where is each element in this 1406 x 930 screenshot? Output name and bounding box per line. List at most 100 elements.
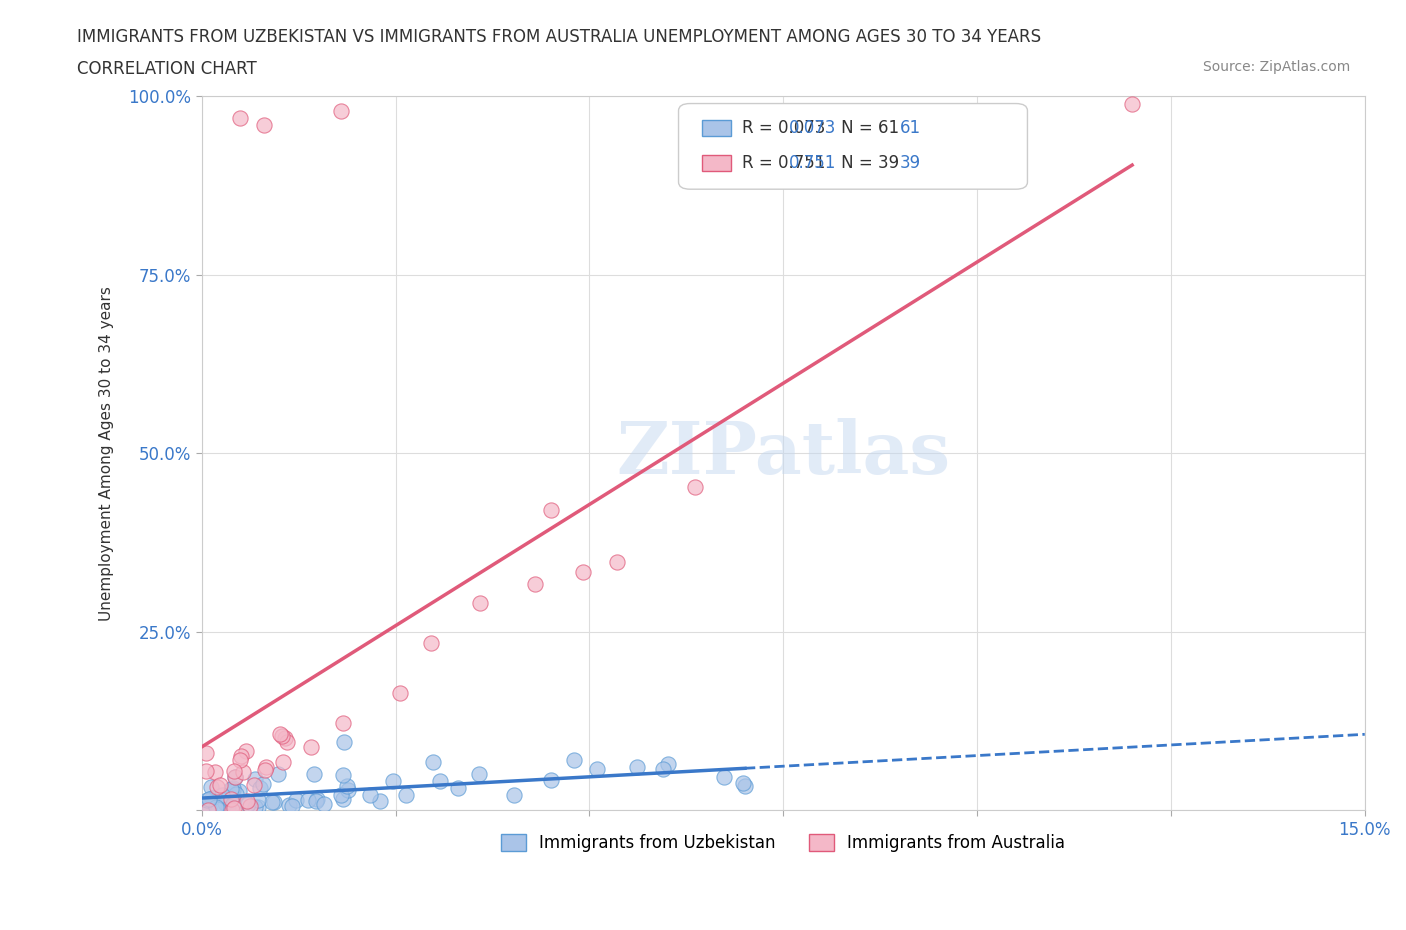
Point (734, 778, 756, 793)
Point (195, 792, 218, 807)
Point (222, 783, 245, 798)
Point (305, 791, 328, 806)
Point (222, 780, 245, 795)
Point (252, 777, 274, 791)
Point (217, 800, 239, 815)
Point (224, 769, 246, 784)
Point (219, 791, 242, 806)
Text: R = 0.751   N = 39: R = 0.751 N = 39 (742, 154, 900, 172)
Point (232, 764, 254, 779)
Point (429, 774, 451, 789)
Point (657, 757, 679, 772)
Point (235, 744, 257, 759)
Point (572, 565, 595, 579)
Text: 39: 39 (900, 154, 921, 172)
Point (194, 800, 217, 815)
Point (333, 735, 356, 750)
Point (236, 797, 259, 812)
Point (229, 749, 252, 764)
Point (276, 735, 298, 750)
Text: ZIPatlas: ZIPatlas (616, 418, 950, 489)
Point (329, 788, 352, 803)
Point (270, 729, 292, 744)
Point (243, 777, 266, 792)
Point (214, 796, 236, 811)
Point (219, 781, 242, 796)
Point (224, 769, 246, 784)
Point (271, 755, 294, 770)
Point (239, 798, 262, 813)
Point (359, 788, 381, 803)
Point (370, 793, 392, 808)
Text: R = 0.073   N = 61: R = 0.073 N = 61 (742, 119, 900, 137)
Point (208, 777, 231, 792)
Point (447, 781, 470, 796)
Point (245, 800, 267, 815)
Point (685, 480, 707, 495)
Text: CORRELATION CHART: CORRELATION CHART (77, 60, 257, 78)
Point (197, 802, 219, 817)
Point (198, 801, 221, 816)
Text: 0.073: 0.073 (789, 119, 837, 137)
Text: 61: 61 (900, 119, 921, 137)
Point (205, 779, 228, 794)
Point (194, 764, 217, 778)
Point (314, 796, 336, 811)
Point (502, 788, 524, 803)
Point (269, 726, 291, 741)
Point (198, 791, 221, 806)
Point (246, 799, 269, 814)
Point (1121, 96, 1143, 111)
Point (332, 715, 354, 730)
Point (225, 787, 247, 802)
Point (523, 577, 546, 591)
Point (562, 752, 585, 767)
Point (274, 730, 297, 745)
Point (336, 778, 359, 793)
Point (267, 767, 290, 782)
Point (297, 792, 319, 807)
FancyBboxPatch shape (702, 120, 731, 136)
Point (733, 776, 755, 790)
Point (195, 746, 218, 761)
Point (280, 798, 302, 813)
Point (651, 761, 673, 776)
Point (278, 797, 301, 812)
Text: IMMIGRANTS FROM UZBEKISTAN VS IMMIGRANTS FROM AUSTRALIA UNEMPLOYMENT AMONG AGES : IMMIGRANTS FROM UZBEKISTAN VS IMMIGRANTS… (77, 28, 1042, 46)
Point (540, 503, 562, 518)
Point (211, 788, 233, 803)
Point (626, 760, 648, 775)
Point (262, 794, 284, 809)
Point (222, 801, 245, 816)
Point (228, 784, 250, 799)
Point (332, 791, 354, 806)
Point (422, 754, 444, 769)
Point (337, 782, 360, 797)
Point (256, 760, 278, 775)
FancyBboxPatch shape (702, 155, 731, 171)
Y-axis label: Unemployment Among Ages 30 to 34 years: Unemployment Among Ages 30 to 34 years (100, 286, 114, 620)
Point (395, 788, 418, 803)
Point (207, 802, 229, 817)
Point (201, 790, 224, 805)
Point (222, 764, 245, 778)
Point (205, 799, 228, 814)
Point (304, 794, 326, 809)
Point (381, 773, 404, 788)
Point (540, 773, 562, 788)
Point (586, 762, 609, 777)
Point (228, 752, 250, 767)
Legend: Immigrants from Uzbekistan, Immigrants from Australia: Immigrants from Uzbekistan, Immigrants f… (495, 828, 1073, 859)
Point (263, 795, 285, 810)
Point (302, 766, 325, 781)
Point (229, 111, 252, 126)
Text: Source: ZipAtlas.com: Source: ZipAtlas.com (1202, 60, 1350, 74)
Point (200, 779, 222, 794)
Point (467, 766, 489, 781)
Point (204, 764, 226, 779)
Point (285, 793, 308, 808)
Point (236, 793, 259, 808)
Point (243, 772, 266, 787)
Point (713, 770, 735, 785)
Point (249, 780, 271, 795)
